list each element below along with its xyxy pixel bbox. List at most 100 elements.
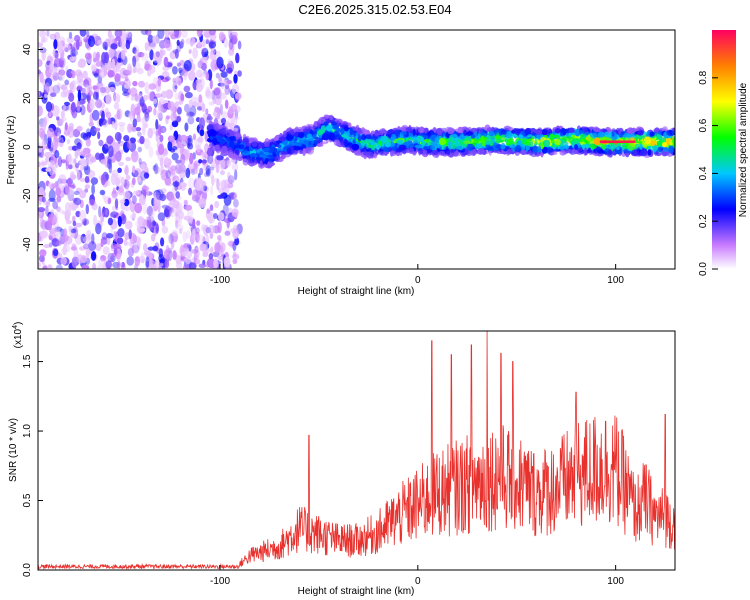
noise-blob xyxy=(74,162,80,169)
noise-blob xyxy=(160,237,165,247)
noise-blob xyxy=(84,184,91,189)
noise-blob xyxy=(227,171,231,179)
noise-blob xyxy=(159,49,164,59)
noise-blob xyxy=(191,101,198,108)
noise-blob xyxy=(50,225,57,231)
noise-blob xyxy=(81,264,90,269)
snr-x-label: Height of straight line (km) xyxy=(298,586,415,597)
noise-blob xyxy=(69,82,75,90)
noise-blob xyxy=(159,170,164,177)
noise-blob xyxy=(168,196,176,202)
signal-blob xyxy=(507,126,514,131)
noise-blob xyxy=(188,187,192,196)
signal-blob xyxy=(412,128,416,136)
noise-blob xyxy=(86,92,91,104)
noise-blob xyxy=(129,214,136,219)
noise-blob xyxy=(199,73,208,78)
noise-blob xyxy=(213,213,218,219)
noise-blob xyxy=(171,229,178,237)
noise-blob xyxy=(86,94,90,102)
noise-blob xyxy=(199,167,204,176)
noise-blob xyxy=(130,95,135,101)
signal-blob xyxy=(323,121,329,126)
noise-blob xyxy=(209,204,214,212)
signal-blob xyxy=(492,127,499,131)
noise-blob xyxy=(215,50,221,58)
signal-blob xyxy=(484,141,493,146)
signal-blob xyxy=(427,131,431,136)
noise-blob xyxy=(54,150,60,159)
noise-blob xyxy=(186,111,194,118)
noise-blob xyxy=(124,166,129,175)
noise-blob xyxy=(80,235,85,244)
noise-blob xyxy=(160,164,164,175)
noise-blob xyxy=(62,228,68,237)
signal-blob xyxy=(559,145,566,151)
signal-blob xyxy=(634,150,638,156)
noise-blob xyxy=(84,52,92,60)
signal-blob xyxy=(212,141,221,146)
noise-blob xyxy=(38,211,42,218)
signal-blob xyxy=(637,130,644,136)
noise-blob xyxy=(76,39,80,51)
signal-blob xyxy=(343,138,348,147)
signal-blob xyxy=(302,148,306,157)
noise-blob xyxy=(213,87,221,96)
signal-blob xyxy=(230,132,234,137)
noise-blob xyxy=(220,71,228,78)
signal-blob xyxy=(529,139,534,148)
signal-blob xyxy=(321,133,330,141)
signal-blob xyxy=(649,131,655,137)
noise-blob xyxy=(45,156,51,163)
noise-blob xyxy=(82,153,89,158)
noise-blob xyxy=(205,91,214,100)
noise-blob xyxy=(214,200,220,209)
signal-blob xyxy=(431,150,439,155)
signal-blob xyxy=(361,140,365,149)
signal-blob xyxy=(542,129,546,136)
noise-blob xyxy=(201,62,207,71)
noise-blob xyxy=(85,138,92,147)
noise-blob xyxy=(216,155,224,161)
noise-blob xyxy=(142,202,148,215)
noise-blob xyxy=(83,218,87,226)
noise-blob xyxy=(108,86,116,92)
noise-blob xyxy=(198,197,207,209)
noise-blob xyxy=(228,30,233,40)
noise-blob xyxy=(125,39,131,50)
noise-blob xyxy=(117,228,125,238)
noise-blob xyxy=(114,198,119,209)
signal-blob xyxy=(209,142,213,149)
noise-blob xyxy=(120,49,126,60)
noise-blob xyxy=(48,235,53,240)
signal-blob xyxy=(314,138,318,146)
noise-blob xyxy=(130,103,135,115)
noise-blob xyxy=(116,253,121,263)
noise-blob xyxy=(124,232,130,240)
noise-blob xyxy=(220,180,228,191)
noise-blob xyxy=(55,187,62,197)
noise-blob xyxy=(141,186,150,191)
signal-blob xyxy=(647,149,652,156)
noise-blob xyxy=(167,101,176,111)
signal-blob xyxy=(273,136,279,141)
noise-blob xyxy=(119,81,126,86)
noise-blob xyxy=(196,30,203,38)
noise-blob xyxy=(72,220,77,227)
noise-blob xyxy=(38,186,45,198)
noise-blob xyxy=(132,55,137,68)
noise-blob xyxy=(206,147,213,157)
signal-blob xyxy=(465,131,474,136)
noise-blob xyxy=(185,256,191,264)
noise-blob xyxy=(195,227,200,235)
noise-blob xyxy=(84,176,90,183)
noise-blob xyxy=(210,47,216,56)
signal-blob xyxy=(306,133,313,140)
noise-blob xyxy=(148,83,157,90)
signal-peak-band xyxy=(599,140,636,143)
noise-blob xyxy=(85,204,90,215)
noise-blob xyxy=(65,219,72,225)
colorbar-label: Normalized spectral amplitude xyxy=(738,82,749,217)
noise-blob xyxy=(39,47,47,54)
